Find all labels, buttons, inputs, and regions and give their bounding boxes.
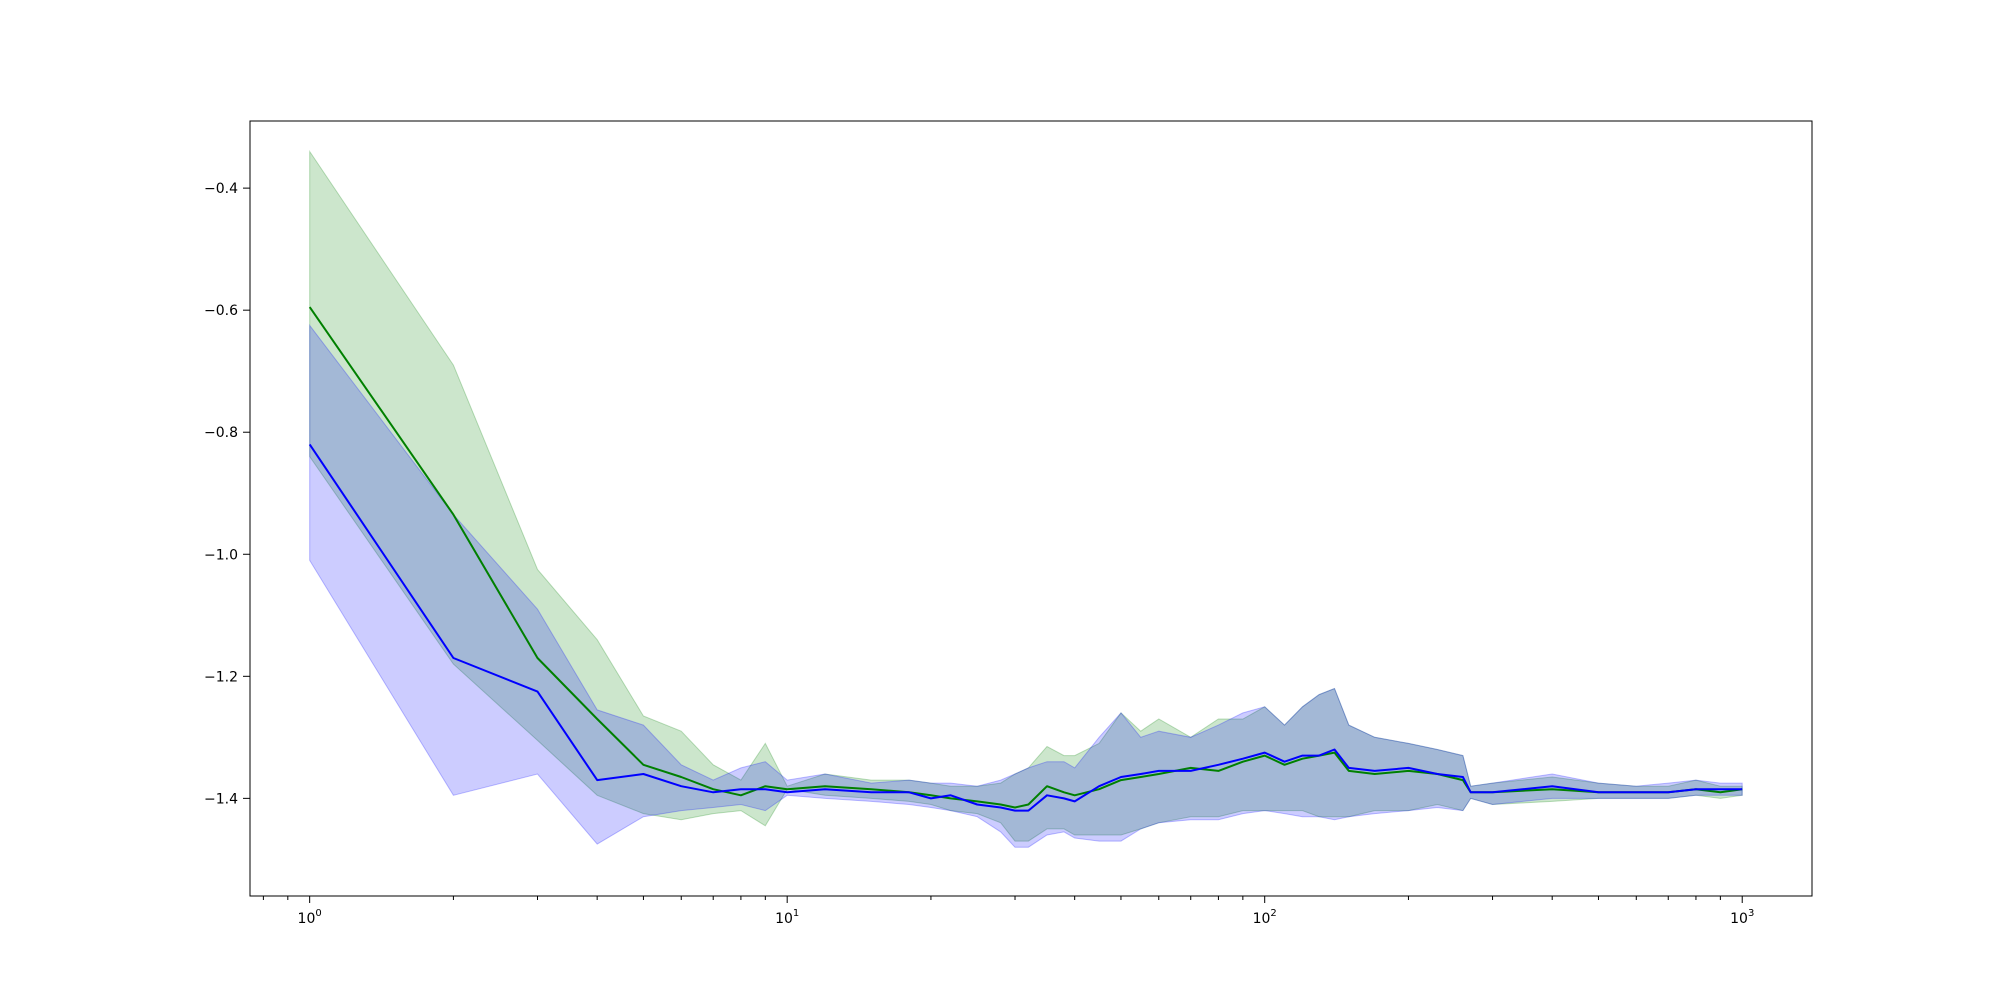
y-tick-label: −0.6	[204, 303, 238, 319]
y-tick-label: −1.0	[204, 547, 238, 563]
y-tick-label: −0.8	[204, 425, 238, 441]
series-0-band	[309, 149, 1743, 842]
x-tick-label: 101	[775, 908, 799, 927]
series-1-band	[309, 323, 1743, 848]
plot-frame	[249, 120, 1813, 897]
y-tick-label: −0.4	[204, 181, 238, 197]
y-tick-label: −1.4	[204, 791, 238, 807]
series-1-line	[308, 443, 1743, 812]
series-lines	[308, 306, 1743, 812]
confidence-bands	[309, 149, 1743, 848]
x-tick-label: 100	[298, 908, 322, 927]
y-axis: −0.4 −0.6 −0.8 −1.0 −1.2 −1.4	[204, 181, 250, 807]
x-tick-label: 103	[1730, 908, 1754, 927]
y-tick-label: −1.2	[204, 669, 238, 685]
x-axis: 100 101 102 103	[262, 896, 1754, 927]
x-tick-label: 102	[1253, 908, 1277, 927]
